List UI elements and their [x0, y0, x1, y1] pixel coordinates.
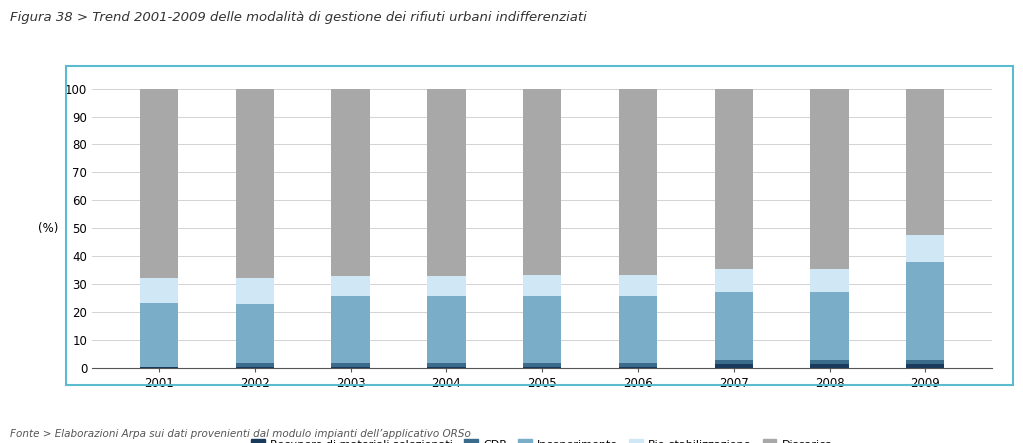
- Bar: [810, 269, 849, 292]
- Bar: [235, 278, 274, 304]
- Bar: [906, 234, 944, 262]
- Bar: [235, 304, 274, 363]
- Bar: [810, 89, 849, 269]
- Bar: [715, 292, 753, 360]
- Bar: [906, 364, 944, 368]
- Bar: [331, 89, 369, 276]
- Bar: [810, 292, 849, 360]
- Bar: [523, 89, 562, 275]
- Text: Figura 38 > Trend 2001-2009 delle modalità di gestione dei rifiuti urbani indiff: Figura 38 > Trend 2001-2009 delle modali…: [10, 11, 587, 24]
- Bar: [619, 275, 657, 295]
- Bar: [715, 269, 753, 292]
- Bar: [331, 363, 369, 367]
- Bar: [428, 89, 465, 276]
- Bar: [428, 367, 465, 368]
- Bar: [235, 367, 274, 368]
- Bar: [235, 89, 274, 278]
- Bar: [140, 303, 178, 367]
- Bar: [619, 295, 657, 363]
- Bar: [810, 364, 849, 368]
- Bar: [331, 367, 369, 368]
- Bar: [523, 363, 562, 367]
- Bar: [428, 276, 465, 295]
- Bar: [523, 295, 562, 363]
- Bar: [619, 367, 657, 368]
- Bar: [140, 278, 178, 303]
- Bar: [428, 295, 465, 363]
- Legend: Recupero di materiali selezionati, CDR, Incenerimento, Bio-stabilizzazione, Disc: Recupero di materiali selezionati, CDR, …: [247, 435, 838, 443]
- Bar: [428, 363, 465, 367]
- Bar: [140, 367, 178, 368]
- Bar: [523, 367, 562, 368]
- Bar: [619, 89, 657, 275]
- Bar: [715, 360, 753, 364]
- Bar: [235, 363, 274, 367]
- Bar: [331, 295, 369, 363]
- Bar: [523, 275, 562, 295]
- Text: Fonte > Elaborazioni Arpa sui dati provenienti dal modulo impianti dell’applicat: Fonte > Elaborazioni Arpa sui dati prove…: [10, 428, 472, 439]
- Bar: [331, 276, 369, 295]
- Bar: [810, 360, 849, 364]
- Bar: [715, 364, 753, 368]
- Y-axis label: (%): (%): [38, 222, 58, 235]
- Bar: [906, 360, 944, 364]
- Bar: [906, 89, 944, 234]
- Bar: [140, 89, 178, 278]
- Bar: [715, 89, 753, 269]
- Bar: [906, 262, 944, 360]
- Bar: [619, 363, 657, 367]
